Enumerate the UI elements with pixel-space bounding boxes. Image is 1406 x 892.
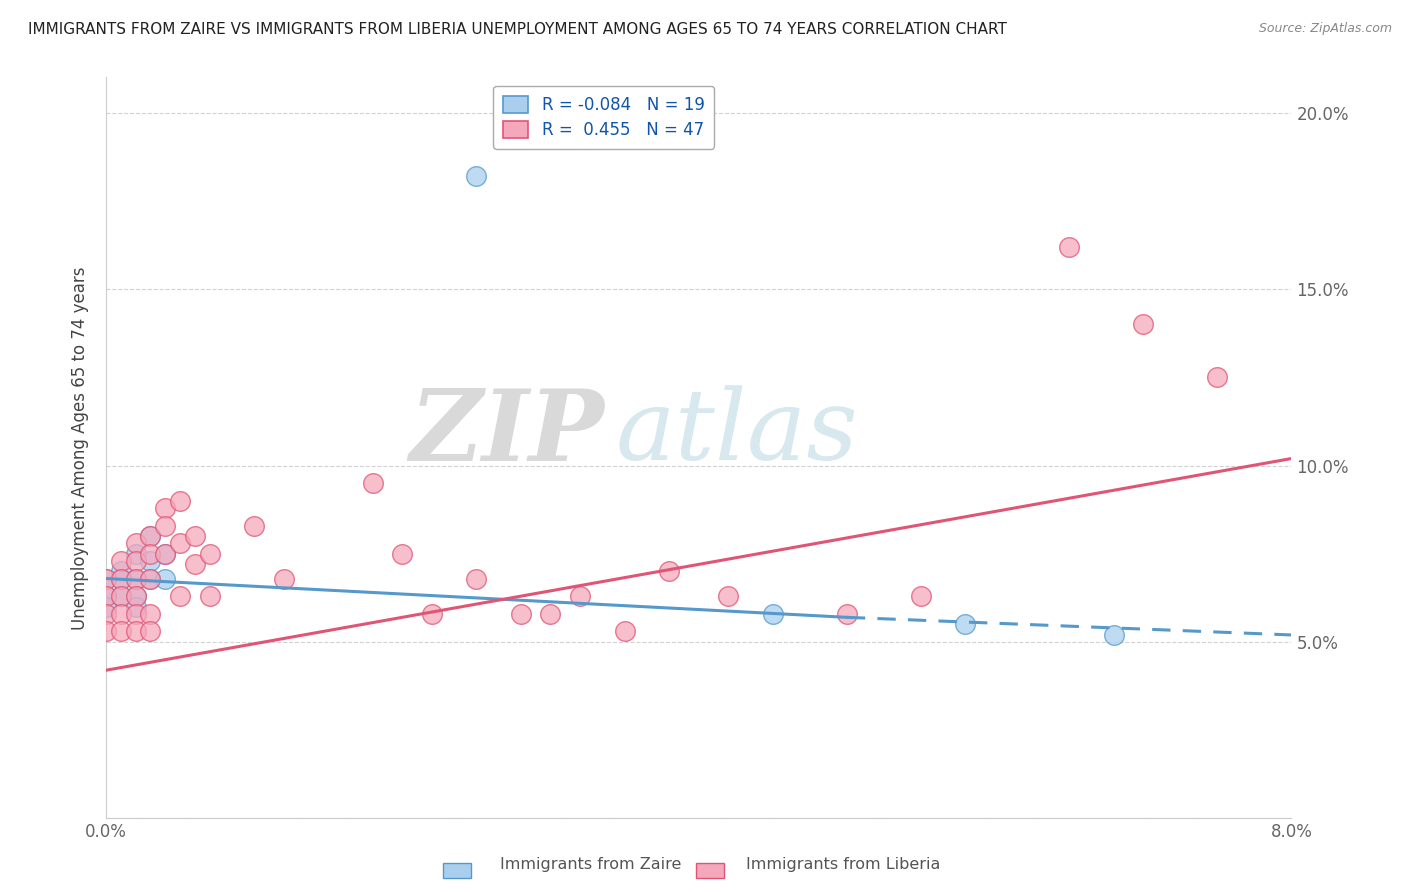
Y-axis label: Unemployment Among Ages 65 to 74 years: Unemployment Among Ages 65 to 74 years: [72, 266, 89, 630]
Point: [139, 572, 162, 586]
Point: [124, 624, 146, 639]
Point: [110, 589, 132, 603]
Point: [124, 589, 146, 603]
Point: [153, 518, 176, 533]
Point: [273, 572, 295, 586]
Point: [124, 607, 146, 621]
Legend: R = -0.084   N = 19, R =  0.455   N = 47: R = -0.084 N = 19, R = 0.455 N = 47: [494, 86, 714, 149]
Point: [198, 589, 221, 603]
Point: [124, 572, 146, 586]
Point: [110, 572, 132, 586]
Point: [569, 589, 592, 603]
Point: [169, 589, 191, 603]
Point: [153, 547, 176, 561]
Point: [139, 529, 162, 543]
Point: [420, 607, 443, 621]
Point: [124, 536, 146, 550]
Text: Immigrants from Zaire: Immigrants from Zaire: [499, 857, 682, 872]
Point: [955, 617, 977, 632]
Point: [1132, 318, 1154, 332]
Point: [910, 589, 932, 603]
Point: [94, 624, 117, 639]
Point: [110, 554, 132, 568]
Point: [124, 572, 146, 586]
Point: [1206, 370, 1229, 384]
Text: ZIP: ZIP: [409, 384, 603, 482]
Point: [509, 607, 531, 621]
Point: [94, 589, 117, 603]
Point: [613, 624, 636, 639]
Point: [540, 607, 562, 621]
Point: [110, 572, 132, 586]
Point: [94, 589, 117, 603]
Point: [110, 565, 132, 579]
Point: [1102, 628, 1125, 642]
Point: [762, 607, 785, 621]
Point: [169, 536, 191, 550]
Point: [94, 572, 117, 586]
Text: atlas: atlas: [616, 385, 859, 481]
Point: [243, 518, 266, 533]
Point: [1057, 240, 1080, 254]
Point: [94, 572, 117, 586]
Point: [139, 547, 162, 561]
Point: [169, 494, 191, 508]
Point: [139, 554, 162, 568]
Point: [110, 624, 132, 639]
Point: [391, 547, 413, 561]
Point: [184, 558, 207, 572]
Point: [153, 500, 176, 515]
Point: [361, 476, 384, 491]
Text: Source: ZipAtlas.com: Source: ZipAtlas.com: [1258, 22, 1392, 36]
Point: [124, 589, 146, 603]
Point: [717, 589, 740, 603]
Point: [110, 607, 132, 621]
Point: [139, 624, 162, 639]
Point: [658, 565, 681, 579]
Point: [139, 607, 162, 621]
Point: [124, 547, 146, 561]
Point: [153, 572, 176, 586]
Point: [835, 607, 858, 621]
Point: [94, 607, 117, 621]
Text: IMMIGRANTS FROM ZAIRE VS IMMIGRANTS FROM LIBERIA UNEMPLOYMENT AMONG AGES 65 TO 7: IMMIGRANTS FROM ZAIRE VS IMMIGRANTS FROM…: [28, 22, 1007, 37]
Point: [465, 572, 488, 586]
Point: [110, 589, 132, 603]
Point: [124, 554, 146, 568]
Point: [198, 547, 221, 561]
Point: [139, 529, 162, 543]
Point: [184, 529, 207, 543]
Point: [153, 547, 176, 561]
Point: [124, 599, 146, 614]
Point: [465, 169, 488, 184]
Point: [139, 572, 162, 586]
Point: [94, 599, 117, 614]
Text: Immigrants from Liberia: Immigrants from Liberia: [747, 857, 941, 872]
